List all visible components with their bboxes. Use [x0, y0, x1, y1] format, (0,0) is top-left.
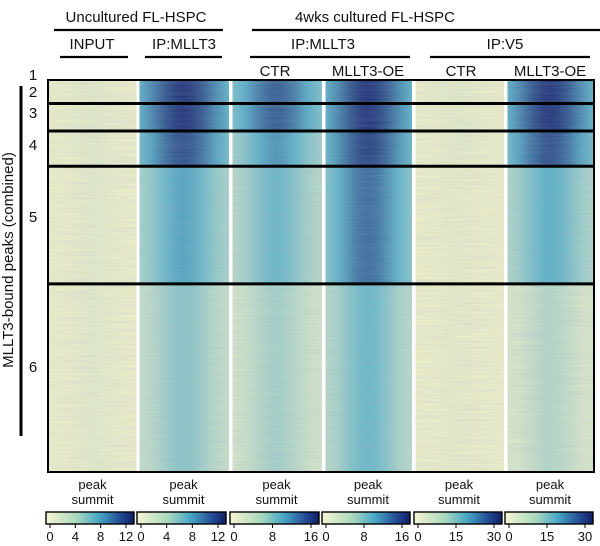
color-bar-tick-label: 30 [487, 529, 501, 544]
color-bar-2: 0 8 16 [229, 511, 320, 544]
column-separator [229, 80, 233, 472]
heatmap-texture [324, 80, 412, 472]
cluster-label-2: 2 [29, 84, 37, 101]
color-bar-rect [321, 511, 411, 525]
footer-label: peak summit [529, 477, 571, 507]
color-bar-tick-label: 15 [449, 529, 463, 544]
color-bar-rect [45, 511, 135, 525]
color-bar-rect [136, 511, 227, 525]
color-bar-4: 0 15 30 [413, 511, 503, 544]
color-bar-tick-label: 0 [505, 529, 512, 544]
color-bar-rect [413, 511, 503, 525]
color-bar-tick-label: 12 [211, 529, 225, 544]
color-bar-tick-label: 12 [119, 529, 133, 544]
column-label-ctr-v5: CTR [446, 63, 477, 80]
heatmap-texture [231, 80, 322, 472]
heatmap-texture [414, 80, 504, 472]
color-bar-tick-label: 8 [189, 529, 196, 544]
color-bar-tick-label: 0 [322, 529, 329, 544]
subgroup-label-ip-mllt3-cultured: IP:MLLT3 [291, 36, 355, 53]
column-label-oe-mllt3: MLLT3-OE [332, 63, 404, 80]
column-separator [412, 80, 416, 472]
column-label-ctr-mllt3: CTR [260, 63, 291, 80]
cluster-label-1: 1 [29, 67, 37, 84]
cluster-label-3: 3 [29, 105, 37, 122]
footer-label: peak summit [72, 477, 114, 507]
cluster-label-5: 5 [29, 209, 37, 226]
footer-label: peak summit [163, 477, 205, 507]
group-label-cultured: 4wks cultured FL-HSPC [295, 9, 455, 26]
color-bar-tick-label: 4 [72, 529, 79, 544]
footer-label: peak summit [347, 477, 389, 507]
subgroup-label-ip-v5: IP:V5 [487, 36, 524, 53]
color-bar-tick-label: 16 [395, 529, 409, 544]
heatmap-column-4 [414, 80, 504, 472]
color-bar-tick-label: 16 [304, 529, 318, 544]
column-separator [322, 80, 326, 472]
column-label-oe-v5: MLLT3-OE [514, 63, 586, 80]
heatmap-texture [506, 80, 594, 472]
color-bar-1: 0 4 8 12 [136, 511, 227, 544]
group-label-uncultured: Uncultured FL-HSPC [66, 9, 207, 26]
color-bar-tick-label: 0 [137, 529, 144, 544]
heatmap-column-0 [48, 80, 137, 472]
heatmap-texture [138, 80, 229, 472]
header-underlines [54, 28, 600, 59]
color-bar-tick-label: 30 [578, 529, 592, 544]
subgroup-label-ip-mllt3-uncultured: IP:MLLT3 [152, 36, 216, 53]
color-bar-tick-label: 0 [46, 529, 53, 544]
peak-summit-labels: peak summit peak summit peak summit peak summit… [72, 477, 572, 507]
color-bar-rect [504, 511, 594, 525]
color-bar-0: 0 4 8 12 [45, 511, 135, 544]
color-bar-3: 0 8 16 [321, 511, 411, 544]
cluster-boundaries [48, 102, 594, 286]
color-bar-5: 0 15 30 [504, 511, 594, 544]
cluster-labels: 12 3 4 5 6 [29, 67, 37, 376]
color-bar-tick-label: 8 [360, 529, 367, 544]
heatmap-frame [47, 79, 595, 473]
color-bar-tick-label: 0 [414, 529, 421, 544]
column-separator [136, 80, 140, 472]
color-bar-tick-label: 8 [269, 529, 276, 544]
heatmap-column-1 [138, 80, 229, 472]
heatmap-column-2 [231, 80, 322, 472]
heatmap-column-3 [324, 80, 412, 472]
color-scale-bars: 0 4 8 12 0 4 8 12 0 8 16 0 8 16 0 15 30 0 15 30 [45, 511, 594, 544]
cluster-label-4: 4 [29, 137, 37, 154]
cluster-label-6: 6 [29, 359, 37, 376]
y-axis-label: MLLT3-bound peaks (combined) [0, 152, 17, 368]
column-separator [504, 80, 508, 472]
color-bar-tick-label: 4 [163, 529, 170, 544]
subgroup-label-input: INPUT [70, 36, 115, 53]
heatmap-column-5 [506, 80, 594, 472]
color-bar-rect [229, 511, 320, 525]
heatmap-panels [48, 80, 594, 472]
header-labels: Uncultured FL-HSPC 4wks cultured FL-HSPC… [66, 9, 587, 80]
footer-label: peak summit [256, 477, 298, 507]
color-bar-tick-label: 0 [230, 529, 237, 544]
color-bar-tick-label: 8 [97, 529, 104, 544]
footer-label: peak summit [438, 477, 480, 507]
color-bar-tick-label: 15 [540, 529, 554, 544]
heatmap-texture [48, 80, 137, 472]
